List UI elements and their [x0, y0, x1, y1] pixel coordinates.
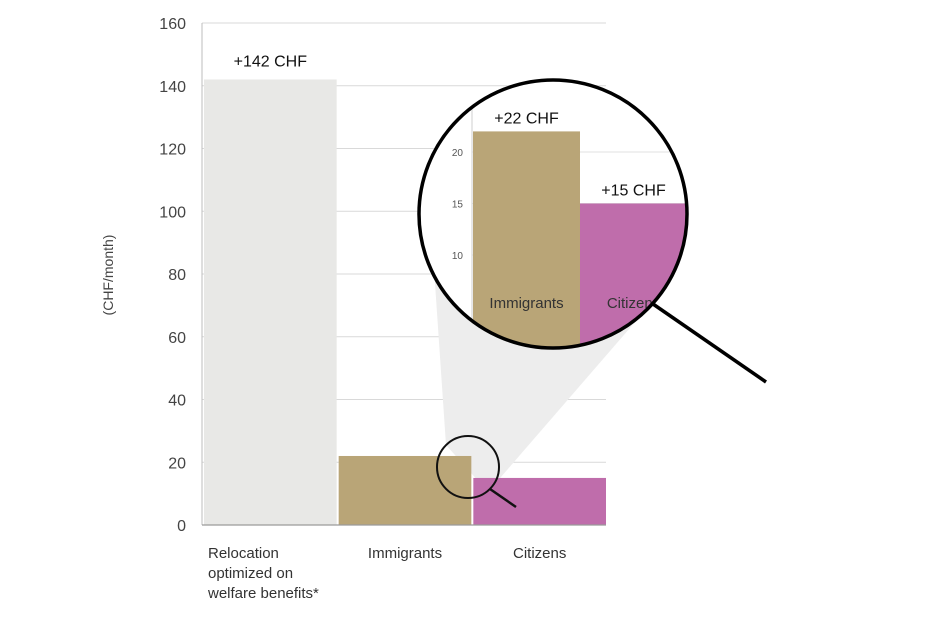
lens-ring — [436, 435, 500, 499]
x-category-label: optimized on — [208, 565, 293, 582]
axes — [201, 23, 606, 526]
lens-ring — [417, 78, 689, 350]
y-tick-label: 0 — [177, 518, 186, 535]
bar — [204, 79, 337, 525]
y-tick-label: 20 — [168, 455, 186, 472]
y-tick-label: 100 — [159, 204, 186, 221]
bar — [473, 477, 606, 525]
y-tick-label: 60 — [168, 330, 186, 347]
inset-category-label: Immigrants — [489, 295, 563, 312]
y-tick-label: 160 — [159, 16, 186, 33]
bars — [204, 79, 606, 525]
y-tick-label: 40 — [168, 393, 186, 410]
lens-handle — [652, 302, 767, 384]
small-magnifier-icon — [436, 435, 517, 509]
inset-bar-value-label: +22 CHF — [494, 110, 559, 127]
x-category-label: Immigrants — [368, 545, 442, 562]
y-tick-label: 140 — [159, 79, 186, 96]
x-category-label: welfare benefits* — [207, 585, 319, 602]
inset-bar-value-label: +15 CHF — [601, 183, 666, 200]
y-tick-label: 120 — [159, 142, 186, 159]
bar — [338, 455, 472, 525]
bar-value-label: +142 CHF — [234, 53, 308, 70]
y-tick-label: 80 — [168, 267, 186, 284]
inset-tick-label: 15 — [452, 200, 464, 211]
x-category-label: Citizens — [513, 545, 566, 562]
labels: 0 20 40 60 80 100 120 140 160 +142 CHF Relocation o… — [159, 16, 566, 602]
inset-tick-label: 20 — [452, 148, 464, 159]
lens-handle — [489, 487, 517, 509]
x-category-label: Relocation — [208, 545, 279, 562]
inset-bar — [473, 131, 580, 348]
inset-tick-label: 10 — [452, 251, 464, 262]
y-axis-label: (CHF/month) — [100, 235, 116, 316]
